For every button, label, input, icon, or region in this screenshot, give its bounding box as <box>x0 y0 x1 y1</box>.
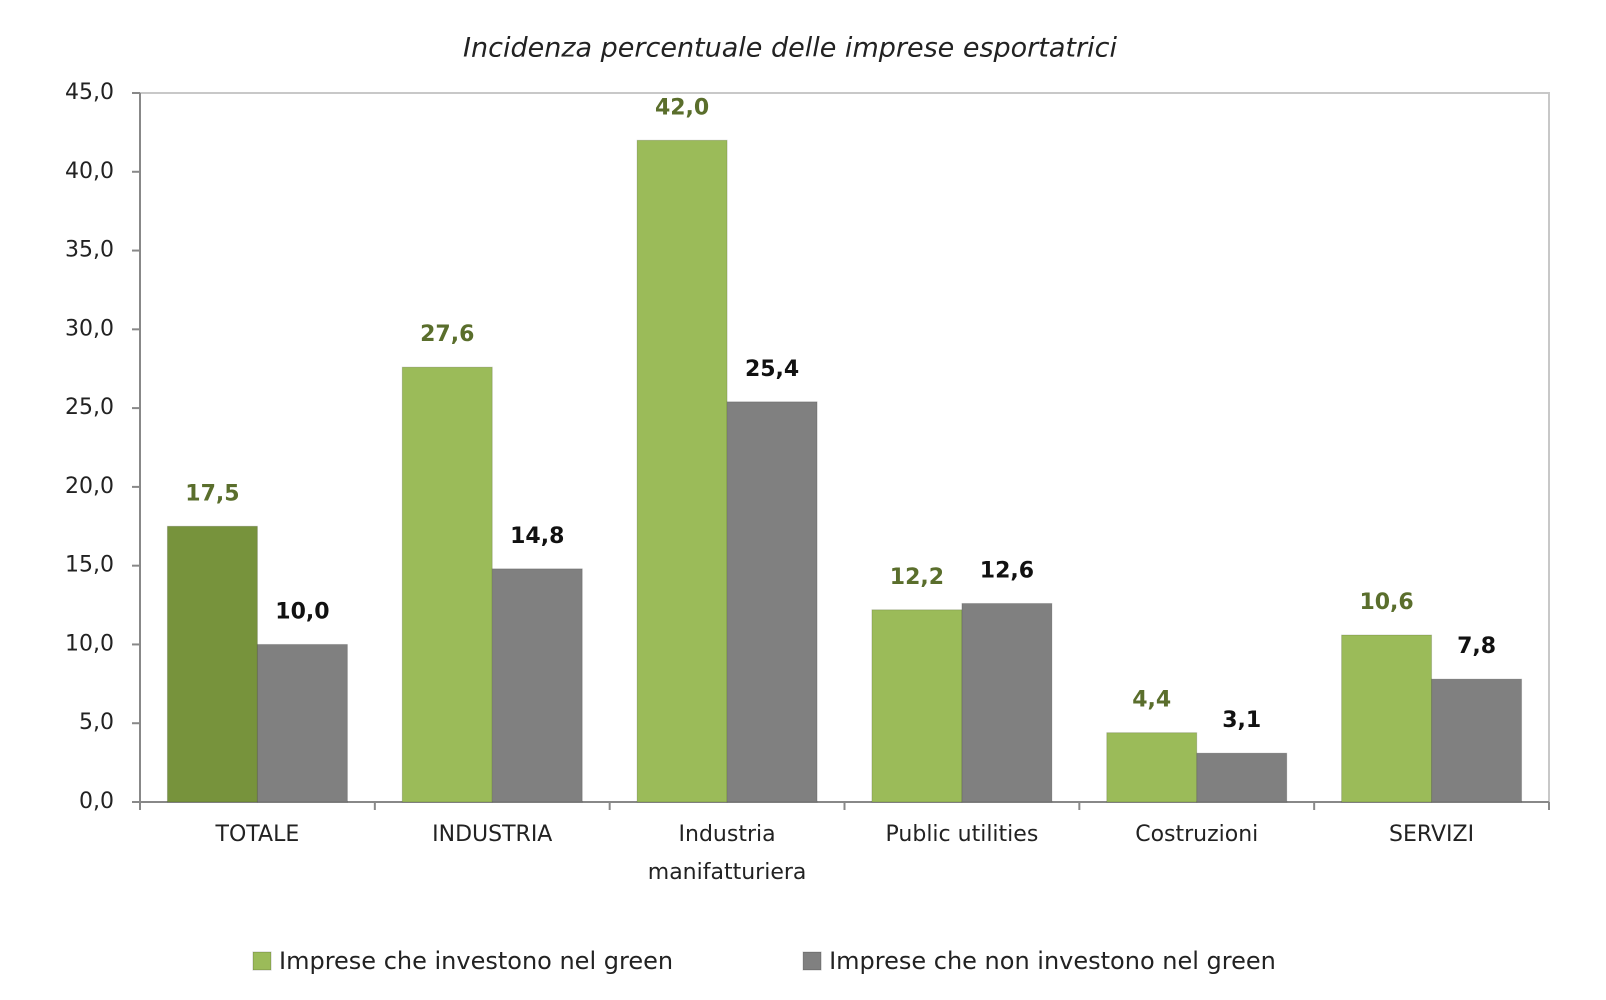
y-tick-label: 25,0 <box>65 395 114 420</box>
legend-label: Imprese che non investono nel green <box>829 947 1276 975</box>
data-label: 10,6 <box>1359 590 1413 615</box>
x-tick-label: INDUSTRIA <box>432 822 553 847</box>
bar <box>1106 732 1198 803</box>
chart-title: Incidenza percentuale delle imprese espo… <box>463 33 1117 64</box>
bar <box>961 602 1053 803</box>
data-label: 42,0 <box>655 95 709 120</box>
y-tick-label: 0,0 <box>79 789 114 814</box>
data-label: 12,2 <box>890 565 944 590</box>
bar <box>726 401 818 803</box>
data-label: 14,8 <box>510 524 564 549</box>
data-label: 12,6 <box>980 558 1034 583</box>
data-label: 27,6 <box>420 322 474 347</box>
y-tick-label: 10,0 <box>65 631 114 656</box>
bar <box>1431 678 1523 803</box>
x-tick-label: Industria manifatturiera <box>647 822 807 885</box>
data-label: 7,8 <box>1457 634 1496 659</box>
y-tick-label: 40,0 <box>65 159 114 184</box>
bar <box>1341 634 1433 803</box>
bar <box>491 568 583 803</box>
data-label: 17,5 <box>185 481 239 506</box>
data-label: 25,4 <box>745 357 799 382</box>
bar <box>1196 752 1288 803</box>
plot-frame <box>139 92 1550 803</box>
data-label: 10,0 <box>275 599 329 624</box>
x-tick-label: SERVIZI <box>1389 822 1475 847</box>
bar <box>166 525 258 803</box>
y-tick-label: 45,0 <box>65 80 114 105</box>
data-label: 3,1 <box>1222 708 1261 733</box>
bar <box>871 609 963 803</box>
legend-label: Imprese che investono nel green <box>279 947 673 975</box>
data-label: 4,4 <box>1132 688 1171 713</box>
legend-swatch <box>252 951 272 971</box>
y-tick-label: 15,0 <box>65 553 114 578</box>
y-tick-label: 30,0 <box>65 316 114 341</box>
x-tick-label: Public utilities <box>885 822 1039 847</box>
y-tick-label: 20,0 <box>65 474 114 499</box>
x-tick-label: Costruzioni <box>1135 822 1259 847</box>
y-tick-label: 5,0 <box>79 710 114 735</box>
bar <box>636 139 728 803</box>
legend-swatch <box>802 951 822 971</box>
y-tick-label: 35,0 <box>65 238 114 263</box>
bar <box>256 643 348 803</box>
bar <box>401 366 493 803</box>
x-tick-label: TOTALE <box>215 822 300 847</box>
